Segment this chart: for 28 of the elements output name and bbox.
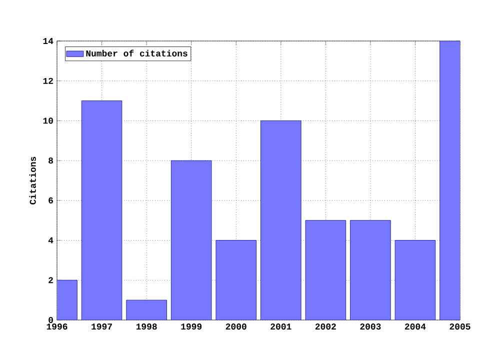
bar [81, 100, 122, 320]
bar [305, 220, 346, 320]
y-tick-label: 12 [43, 78, 53, 84]
bar [350, 220, 391, 320]
y-axis-title: Citations [29, 156, 36, 204]
y-tick-label: 8 [48, 158, 54, 164]
x-tick-label: 1996 [46, 324, 68, 330]
legend-label: Number of citations [86, 50, 188, 56]
bar [126, 300, 167, 320]
bar [216, 240, 256, 320]
bar [260, 120, 302, 320]
y-tick-label: 2 [48, 277, 53, 284]
x-tick-label: 2004 [404, 324, 426, 330]
x-tick-label: 2003 [360, 324, 381, 330]
x-tick-label: 2002 [315, 324, 336, 330]
x-tick-label: 2005 [450, 324, 470, 330]
x-tick-label: 1998 [136, 324, 157, 330]
y-tick-label: 10 [43, 118, 53, 124]
y-tick-label: 6 [48, 197, 53, 204]
x-tick-label: 1997 [92, 324, 112, 330]
y-tick-label: 0 [48, 316, 53, 324]
y-tick-label: 4 [48, 237, 54, 244]
x-tick-label: 2000 [226, 324, 246, 330]
x-tick-label: 2001 [270, 324, 292, 330]
bar [394, 240, 436, 320]
bar [170, 160, 212, 320]
x-tick-label: 1999 [181, 324, 202, 330]
y-tick-label: 14 [43, 38, 54, 44]
